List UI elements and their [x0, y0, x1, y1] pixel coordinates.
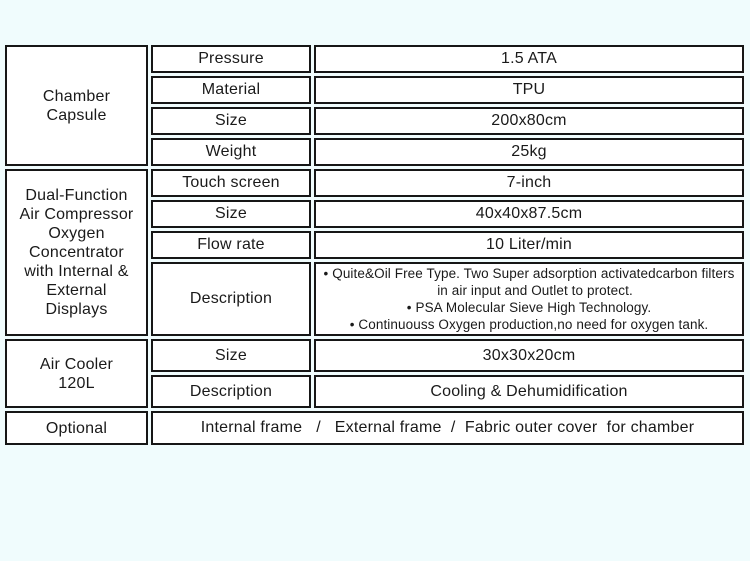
- spec-value-pressure: 1.5 ATA: [314, 45, 744, 73]
- spec-label-pressure: Pressure: [151, 45, 311, 73]
- spec-label-size-cooler: Size: [151, 339, 311, 372]
- table-row: Description Cooling & Dehumidification: [5, 375, 744, 408]
- table-row: Size 40x40x87.5cm: [5, 200, 744, 228]
- table-row: Optional Internal frame / External frame…: [5, 411, 744, 445]
- table-row: Weight 25kg: [5, 138, 744, 166]
- spec-label-size-chamber: Size: [151, 107, 311, 135]
- table-row: Chamber Capsule Pressure 1.5 ATA: [5, 45, 744, 166]
- table-row: Size 200x80cm: [5, 107, 744, 135]
- description-bullet-3: • Continuouss Oxygen production,no need …: [349, 317, 709, 332]
- spec-value-touch-screen: 7-inch: [314, 169, 744, 197]
- spec-value-material: TPU: [314, 76, 744, 104]
- spec-table: Chamber Capsule Pressure 1.5 ATA Materia…: [2, 42, 747, 448]
- table-row: Air Cooler 120L Size 30x30x20cm: [5, 339, 744, 408]
- table-row: Material TPU: [5, 76, 744, 104]
- table-row: Flow rate 10 Liter/min: [5, 231, 744, 259]
- spec-value-size-chamber: 200x80cm: [314, 107, 744, 135]
- table-row: Dual-Function Air Compressor Oxygen Conc…: [5, 169, 744, 336]
- category-cell-oxygen-concentrator: Dual-Function Air Compressor Oxygen Conc…: [5, 169, 148, 336]
- spec-value-flow-rate: 10 Liter/min: [314, 231, 744, 259]
- spec-label-flow-rate: Flow rate: [151, 231, 311, 259]
- spec-label-touch-screen: Touch screen: [151, 169, 311, 197]
- spec-label-description-cooler: Description: [151, 375, 311, 408]
- category-cell-optional: Optional: [5, 411, 148, 445]
- spec-value-description-concentrator: • Quite&Oil Free Type. Two Super adsorpt…: [314, 262, 744, 336]
- spec-value-size-cooler: 30x30x20cm: [314, 339, 744, 372]
- spec-value-description-cooler: Cooling & Dehumidification: [314, 375, 744, 408]
- spec-sheet-page: Chamber Capsule Pressure 1.5 ATA Materia…: [0, 42, 750, 561]
- category-cell-chamber-capsule: Chamber Capsule: [5, 45, 148, 166]
- description-bullet-1: • Quite&Oil Free Type. Two Super adsorpt…: [323, 266, 735, 298]
- spec-label-material: Material: [151, 76, 311, 104]
- spec-label-weight: Weight: [151, 138, 311, 166]
- spec-value-weight: 25kg: [314, 138, 744, 166]
- description-bullet-2: • PSA Molecular Sieve High Technology.: [406, 300, 652, 315]
- spec-label-size-concentrator: Size: [151, 200, 311, 228]
- table-row: Description • Quite&Oil Free Type. Two S…: [5, 262, 744, 336]
- optional-value: Internal frame / External frame / Fabric…: [151, 411, 744, 445]
- spec-value-size-concentrator: 40x40x87.5cm: [314, 200, 744, 228]
- category-cell-air-cooler: Air Cooler 120L: [5, 339, 148, 408]
- spec-label-description-concentrator: Description: [151, 262, 311, 336]
